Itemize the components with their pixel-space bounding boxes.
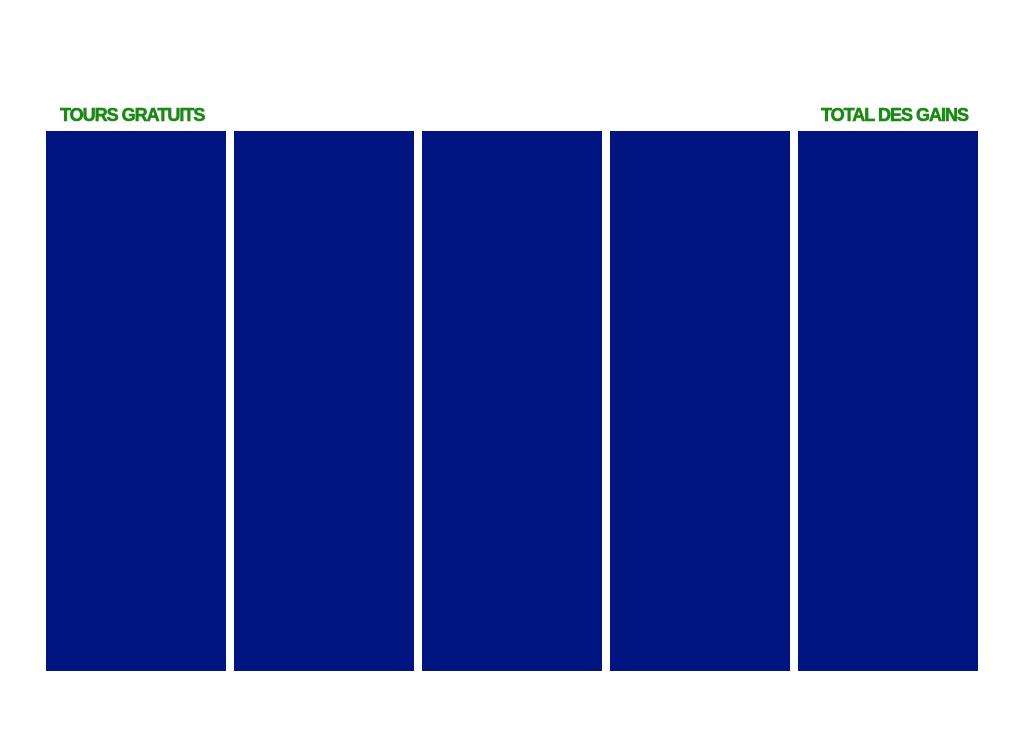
total-win-label: TOTAL DES GAINS (821, 105, 969, 125)
reel (46, 131, 226, 671)
free-spins-label: TOURS GRATUITS (60, 105, 205, 125)
reel (234, 131, 414, 671)
reel (798, 131, 978, 671)
reel (422, 131, 602, 671)
reel (610, 131, 790, 671)
reels (46, 131, 978, 671)
